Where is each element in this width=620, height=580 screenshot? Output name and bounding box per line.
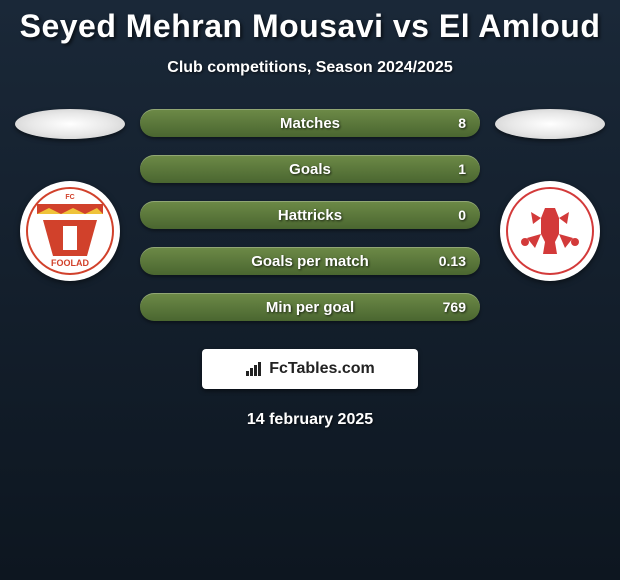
stat-value: 8 <box>458 115 466 131</box>
left-player-ellipse <box>15 109 125 139</box>
stat-value: 0.13 <box>439 253 466 269</box>
left-club-crest: FOOLAD FC <box>20 181 120 281</box>
svg-text:FC: FC <box>65 194 74 201</box>
comparison-content: FOOLAD FC Matches 8 Goals 1 Hattricks 0 … <box>0 109 620 321</box>
stat-label: Hattricks <box>278 207 342 224</box>
page-subtitle: Club competitions, Season 2024/2025 <box>0 59 620 77</box>
stat-value: 769 <box>443 299 466 315</box>
bars-chart-icon <box>245 361 265 377</box>
left-column: FOOLAD FC <box>10 109 130 281</box>
stat-label: Min per goal <box>266 299 354 316</box>
stat-label: Goals <box>289 161 331 178</box>
stat-label: Goals per match <box>251 253 369 270</box>
page-title: Seyed Mehran Mousavi vs El Amloud <box>0 0 620 45</box>
stat-row-mpg: Min per goal 769 <box>140 293 480 321</box>
brand-text: FcTables.com <box>269 360 375 378</box>
stat-value: 1 <box>458 161 466 177</box>
stats-bars: Matches 8 Goals 1 Hattricks 0 Goals per … <box>140 109 480 321</box>
stat-row-goals: Goals 1 <box>140 155 480 183</box>
stat-row-matches: Matches 8 <box>140 109 480 137</box>
stat-row-hattricks: Hattricks 0 <box>140 201 480 229</box>
stat-label: Matches <box>280 115 340 132</box>
brand-badge: FcTables.com <box>202 349 418 389</box>
amloud-crest-icon <box>505 186 595 276</box>
snapshot-date: 14 february 2025 <box>0 411 620 429</box>
stat-row-gpm: Goals per match 0.13 <box>140 247 480 275</box>
right-club-crest <box>500 181 600 281</box>
right-column <box>490 109 610 281</box>
right-player-ellipse <box>495 109 605 139</box>
crest-label: FOOLAD <box>51 258 89 268</box>
foolad-crest-icon: FOOLAD FC <box>25 186 115 276</box>
stat-value: 0 <box>458 207 466 223</box>
